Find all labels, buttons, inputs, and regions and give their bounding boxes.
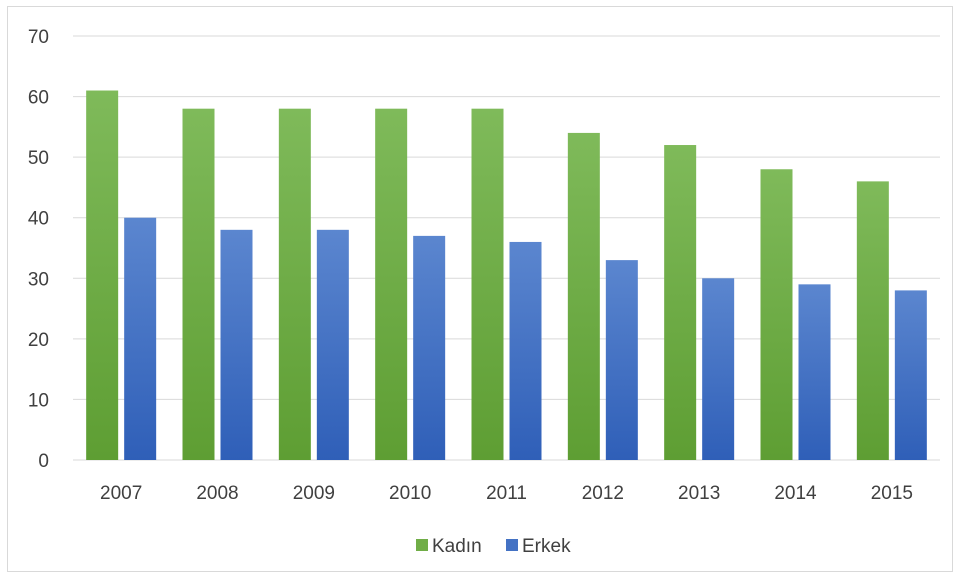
legend-label-erkek: Erkek [522,536,571,557]
y-tick-label: 50 [28,148,49,169]
x-tick-label: 2009 [293,483,335,504]
y-tick-label: 40 [28,209,49,230]
x-axis-ticks: 2007 2008 2009 2010 2011 2012 2013 2014 2015 [100,483,913,504]
bar-erkek-2015 [894,290,927,460]
bar-kadin-2010 [375,108,408,460]
bar-erkek-2010 [413,235,446,460]
bars [86,90,927,460]
x-tick-label: 2015 [871,483,913,504]
y-tick-label: 10 [28,390,49,411]
y-tick-label: 70 [28,27,49,48]
bar-erkek-2011 [509,241,542,460]
x-tick-label: 2007 [100,483,142,504]
bar-kadin-2008 [182,108,215,460]
legend-swatch-erkek [506,539,518,551]
bar-kadin-2013 [664,145,697,460]
x-tick-label: 2014 [774,483,817,504]
x-tick-label: 2011 [486,483,527,504]
x-tick-label: 2008 [196,483,238,504]
bar-kadin-2014 [760,169,793,460]
bar-erkek-2007 [124,217,157,460]
bar-kadin-2012 [567,132,600,460]
bar-erkek-2013 [702,278,735,460]
x-tick-label: 2012 [582,483,624,504]
bar-kadin-2007 [86,90,119,460]
gridlines [73,35,940,461]
bar-kadin-2015 [856,181,889,460]
y-tick-label: 30 [28,269,49,290]
legend-swatch-kadin [416,539,428,551]
y-tick-label: 20 [28,330,49,351]
bar-kadin-2009 [278,108,311,460]
y-tick-label: 60 [28,88,49,109]
x-tick-label: 2013 [678,483,720,504]
bar-erkek-2014 [798,284,831,460]
legend-label-kadin: Kadın [432,536,482,557]
bar-kadin-2011 [471,108,504,460]
legend: Kadın Erkek [416,536,571,557]
y-axis-ticks: 0 10 20 30 40 50 60 70 [28,27,49,472]
y-tick-label: 0 [38,451,49,472]
bar-erkek-2009 [316,229,349,460]
x-tick-label: 2010 [389,483,431,504]
bar-erkek-2008 [220,229,253,460]
bar-erkek-2012 [605,260,638,460]
